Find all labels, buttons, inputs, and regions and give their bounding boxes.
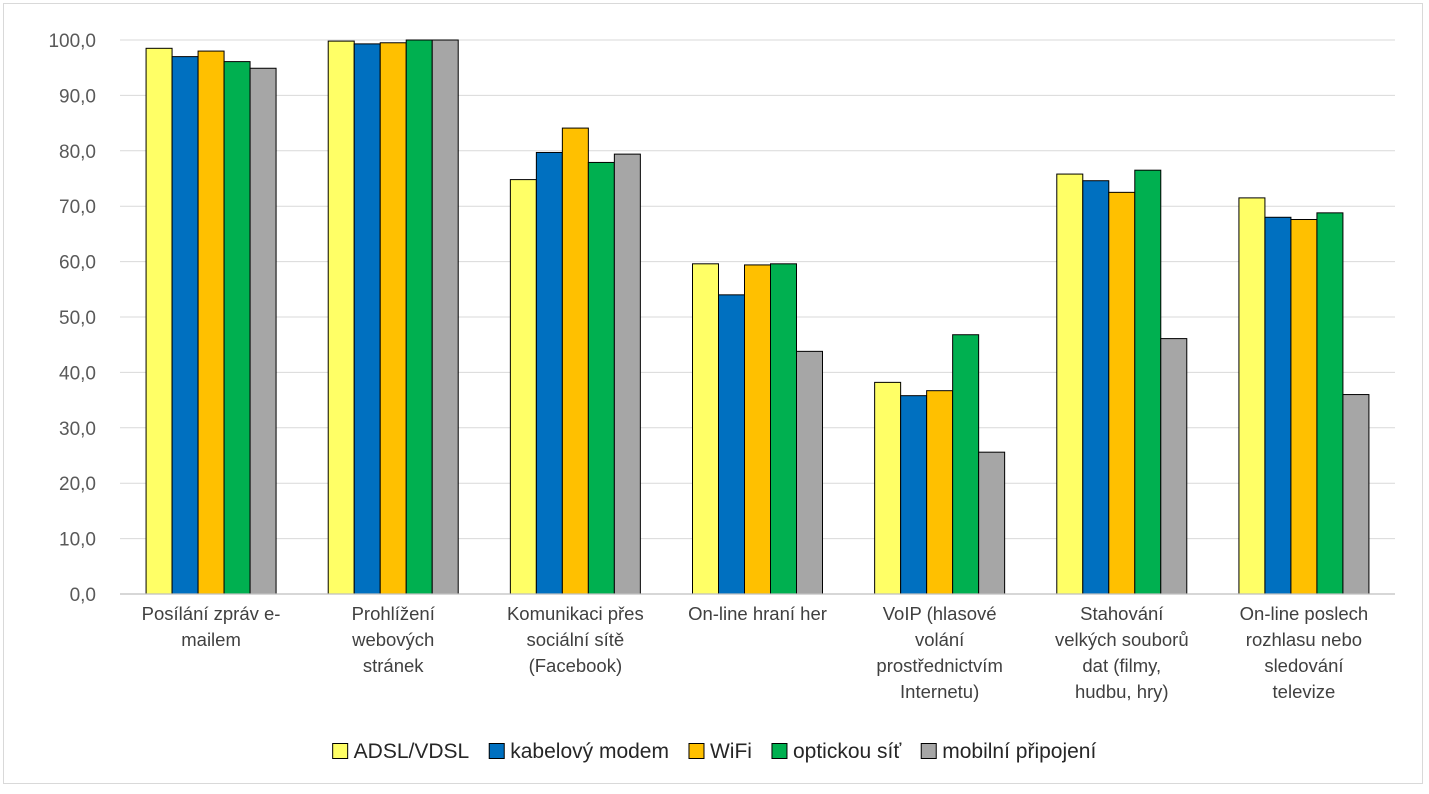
bar xyxy=(1290,218,1318,595)
category-label: Komunikaci přes sociální sítě (Facebook) xyxy=(507,603,644,676)
bar xyxy=(561,127,589,595)
bar xyxy=(1108,191,1136,595)
bar xyxy=(692,263,719,595)
category-labels: Posílání zpráv e-mailem Prohlížení webovýc… xyxy=(142,603,1369,702)
bar xyxy=(796,350,823,595)
y-tick-label: 30,0 xyxy=(59,419,96,440)
legend-label: optickou síť xyxy=(793,740,902,763)
legend-swatch xyxy=(688,743,705,759)
legend-swatch xyxy=(332,743,349,759)
bar xyxy=(770,263,797,595)
y-tick-label: 100,0 xyxy=(48,31,96,52)
bar xyxy=(197,50,225,595)
y-tick-label: 70,0 xyxy=(59,197,96,218)
bar xyxy=(874,381,902,595)
bar xyxy=(718,294,745,595)
category-label: Stahování velkých souborů dat (filmy, hudbu… xyxy=(1055,603,1189,702)
bar xyxy=(1264,216,1292,595)
y-tick-label: 10,0 xyxy=(59,530,96,551)
bar xyxy=(509,179,537,595)
legend: ADSL/VDSL kabelový modem WiFi optickou síť m… xyxy=(332,740,1096,763)
bar xyxy=(1238,197,1266,595)
bars xyxy=(145,39,1370,595)
bar xyxy=(978,451,1006,595)
bar xyxy=(353,43,381,595)
legend-swatch xyxy=(920,743,937,759)
legend-swatch xyxy=(488,743,505,759)
y-tick-label: 40,0 xyxy=(59,363,96,384)
bar xyxy=(926,390,954,595)
category-label: On-line hraní her xyxy=(688,603,827,624)
bar xyxy=(171,56,199,595)
bar xyxy=(145,47,173,595)
bar xyxy=(327,40,355,595)
bar xyxy=(1316,212,1344,595)
legend-label: kabelový modem xyxy=(510,740,669,763)
bar xyxy=(1082,180,1110,595)
bar xyxy=(249,67,277,595)
category-label: Prohlížení webových stránek xyxy=(351,603,436,676)
bar xyxy=(900,395,928,595)
bar xyxy=(535,151,563,595)
category-label: Posílání zpráv e-mailem xyxy=(142,603,281,650)
bar xyxy=(1134,169,1162,595)
y-axis-tick-labels: 0,0 10,0 20,0 30,0 40,0 50,0 60,0 70,0 80,0 90,0 1… xyxy=(48,31,96,606)
legend-label: mobilní připojení xyxy=(942,740,1096,763)
bar xyxy=(223,61,251,595)
y-tick-label: 90,0 xyxy=(59,86,96,107)
bar xyxy=(379,42,407,595)
y-tick-label: 60,0 xyxy=(59,253,96,274)
bar xyxy=(1342,394,1370,595)
bar xyxy=(1160,338,1188,595)
bar xyxy=(952,334,980,595)
bar xyxy=(744,264,771,595)
bar xyxy=(1056,173,1084,595)
category-label: On-line poslech rozhlasu nebo sledování tel… xyxy=(1240,603,1369,702)
y-tick-label: 0,0 xyxy=(70,585,96,606)
y-tick-label: 20,0 xyxy=(59,474,96,495)
y-tick-label: 50,0 xyxy=(59,308,96,329)
bar xyxy=(431,39,459,595)
y-tick-label: 80,0 xyxy=(59,142,96,163)
bar xyxy=(613,153,641,595)
bar xyxy=(405,39,433,595)
category-label: VoIP (hlasové volání prostřednictvím Intern… xyxy=(876,603,1002,702)
legend-swatch xyxy=(771,743,788,759)
legend-label: ADSL/VDSL xyxy=(354,740,470,763)
legend-label: WiFi xyxy=(710,740,752,763)
bar xyxy=(587,161,615,595)
